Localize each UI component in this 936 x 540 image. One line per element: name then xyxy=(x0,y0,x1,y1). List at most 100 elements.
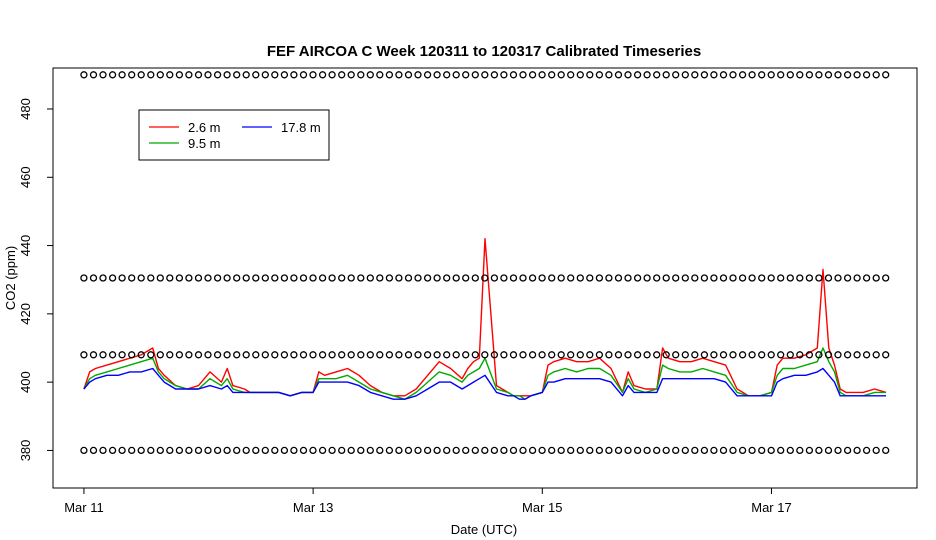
reference-marker xyxy=(805,274,814,282)
reference-marker xyxy=(490,274,499,282)
reference-marker xyxy=(509,274,518,282)
reference-marker xyxy=(748,446,756,455)
reference-marker xyxy=(605,274,613,282)
reference-marker xyxy=(710,351,718,359)
reference-marker xyxy=(452,351,460,359)
reference-marker xyxy=(528,274,537,282)
reference-marker xyxy=(395,351,403,359)
reference-marker xyxy=(586,274,594,282)
reference-marker xyxy=(185,71,193,79)
reference-marker xyxy=(710,71,718,79)
reference-marker xyxy=(481,351,489,359)
reference-marker xyxy=(452,71,460,79)
reference-marker xyxy=(357,274,365,282)
reference-marker xyxy=(213,274,222,282)
reference-marker xyxy=(385,351,394,359)
reference-marker xyxy=(80,351,88,359)
reference-marker xyxy=(509,446,518,455)
reference-marker xyxy=(443,71,451,79)
reference-marker xyxy=(147,71,155,79)
reference-marker xyxy=(156,274,164,282)
reference-marker xyxy=(738,351,747,359)
reference-marker xyxy=(557,446,565,455)
reference-marker xyxy=(252,71,260,79)
reference-marker xyxy=(843,71,852,79)
y-tick-label: 480 xyxy=(18,98,33,120)
reference-marker xyxy=(156,446,164,455)
reference-marker xyxy=(662,351,670,359)
reference-marker xyxy=(290,351,298,359)
reference-marker xyxy=(700,71,709,79)
reference-marker xyxy=(280,446,289,455)
reference-marker xyxy=(805,71,814,79)
y-tick-label: 380 xyxy=(18,440,33,462)
reference-marker xyxy=(481,71,489,79)
reference-marker xyxy=(99,446,107,455)
reference-marker xyxy=(643,274,651,282)
reference-marker xyxy=(194,274,203,282)
reference-marker xyxy=(433,351,441,359)
reference-marker xyxy=(261,274,269,282)
reference-marker xyxy=(882,351,890,359)
reference-marker xyxy=(194,446,203,455)
reference-marker xyxy=(166,274,174,282)
reference-marker xyxy=(128,446,136,455)
reference-marker xyxy=(128,274,136,282)
reference-marker xyxy=(614,274,623,282)
reference-marker xyxy=(309,274,317,282)
reference-marker xyxy=(185,351,193,359)
reference-marker xyxy=(748,351,756,359)
reference-marker xyxy=(490,446,499,455)
reference-marker xyxy=(271,351,279,359)
reference-marker xyxy=(805,351,814,359)
reference-marker xyxy=(280,71,289,79)
reference-marker xyxy=(347,446,355,455)
reference-marker xyxy=(700,351,709,359)
reference-marker xyxy=(99,274,107,282)
reference-marker xyxy=(633,446,642,455)
reference-marker xyxy=(815,351,823,359)
reference-marker xyxy=(862,351,871,359)
reference-marker xyxy=(242,351,250,359)
reference-marker xyxy=(366,446,374,455)
reference-marker xyxy=(777,351,785,359)
reference-marker xyxy=(519,274,527,282)
reference-marker xyxy=(643,71,651,79)
reference-marker xyxy=(299,351,308,359)
reference-marker xyxy=(175,446,184,455)
reference-marker xyxy=(767,351,775,359)
reference-marker xyxy=(462,274,470,282)
reference-marker xyxy=(385,274,394,282)
reference-marker xyxy=(719,446,728,455)
reference-marker xyxy=(758,446,766,455)
reference-marker xyxy=(595,351,604,359)
reference-marker xyxy=(681,351,689,359)
reference-marker xyxy=(80,446,88,455)
reference-marker xyxy=(853,274,861,282)
reference-marker xyxy=(233,446,241,455)
reference-marker xyxy=(586,71,594,79)
reference-marker xyxy=(99,351,107,359)
reference-marker xyxy=(404,274,413,282)
reference-marker xyxy=(824,351,833,359)
reference-marker xyxy=(815,71,823,79)
reference-marker xyxy=(672,71,680,79)
reference-marker xyxy=(538,446,546,455)
reference-marker xyxy=(576,71,584,79)
reference-marker xyxy=(653,446,661,455)
reference-marker xyxy=(252,446,260,455)
reference-marker xyxy=(729,446,737,455)
reference-marker xyxy=(576,446,584,455)
reference-marker xyxy=(538,274,546,282)
reference-marker xyxy=(777,446,785,455)
reference-marker xyxy=(872,71,880,79)
reference-marker xyxy=(357,446,365,455)
reference-marker xyxy=(376,71,384,79)
reference-marker xyxy=(338,351,346,359)
reference-marker xyxy=(500,71,508,79)
reference-marker xyxy=(147,351,155,359)
reference-marker xyxy=(395,274,403,282)
reference-marker xyxy=(166,71,174,79)
reference-marker xyxy=(872,351,880,359)
reference-marker xyxy=(213,446,222,455)
